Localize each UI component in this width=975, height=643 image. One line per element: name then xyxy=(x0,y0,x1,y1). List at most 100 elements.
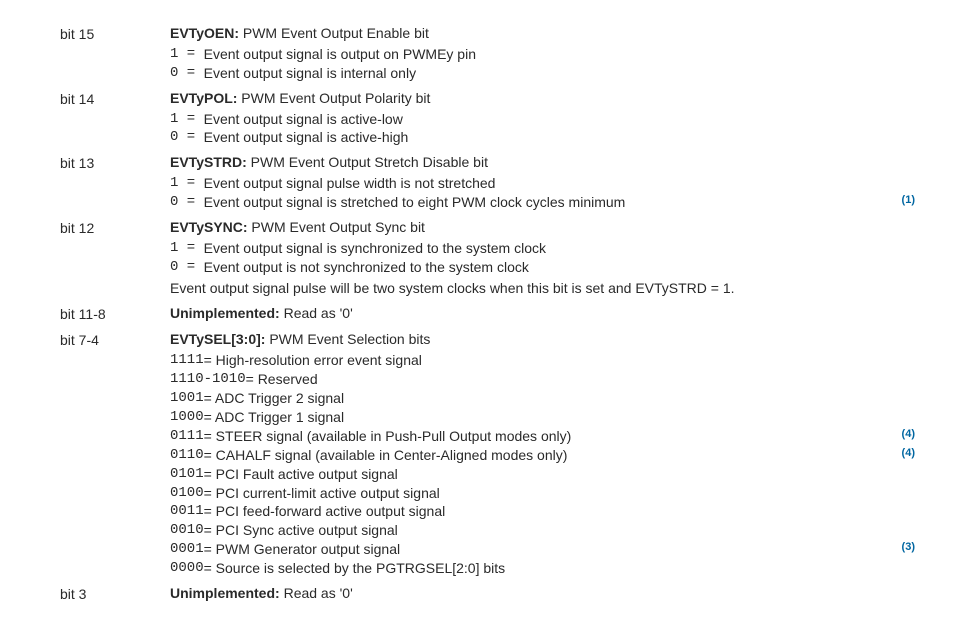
bit-line-lead: 0100 xyxy=(170,484,204,503)
bit-label: bit 3 xyxy=(60,584,170,604)
bit-line: 1111 = High-resolution error event signa… xyxy=(170,351,915,370)
bit-label: bit 12 xyxy=(60,218,170,238)
bit-line: 0 = Event output is not synchronized to … xyxy=(170,258,915,277)
bit-name: EVTySTRD: xyxy=(170,154,247,170)
bit-heading: EVTySEL[3:0]: PWM Event Selection bits xyxy=(170,330,915,349)
bit-row: bit 11-8Unimplemented: Read as '0' xyxy=(60,304,915,325)
bit-heading: Unimplemented: Read as '0' xyxy=(170,304,915,323)
bit-line-lead: 0 = xyxy=(170,128,204,147)
bit-lines: 1 = Event output signal is output on PWM… xyxy=(170,45,915,83)
bit-line-text: Event output signal is internal only xyxy=(204,64,915,83)
footnote-ref: (1) xyxy=(902,193,915,212)
bit-line-text: = PCI Fault active output signal xyxy=(204,465,915,484)
bit-line-lead: 0 = xyxy=(170,258,204,277)
bit-line-text: = ADC Trigger 1 signal xyxy=(204,408,915,427)
bit-content: Unimplemented: Read as '0' xyxy=(170,304,915,325)
bit-line-lead: 1 = xyxy=(170,110,204,129)
bit-line-text: = High-resolution error event signal xyxy=(204,351,915,370)
footnote-ref: (3) xyxy=(902,540,915,559)
bit-line-text: = PCI Sync active output signal xyxy=(204,521,915,540)
bit-line-text: Event output is not synchronized to the … xyxy=(204,258,915,277)
bit-line: 1000 = ADC Trigger 1 signal xyxy=(170,408,915,427)
bit-row: bit 7-4EVTySEL[3:0]: PWM Event Selection… xyxy=(60,330,915,578)
bit-heading: Unimplemented: Read as '0' xyxy=(170,584,915,603)
footnote-ref: (4) xyxy=(902,427,915,446)
bit-line: 1 = Event output signal pulse width is n… xyxy=(170,174,915,193)
bit-line: 0 = Event output signal is stretched to … xyxy=(170,193,915,212)
bit-title: Read as '0' xyxy=(280,585,353,601)
bit-heading: EVTySYNC: PWM Event Output Sync bit xyxy=(170,218,915,237)
bit-title: Read as '0' xyxy=(280,305,353,321)
bit-title: PWM Event Output Sync bit xyxy=(248,219,425,235)
bit-row: bit 15EVTyOEN: PWM Event Output Enable b… xyxy=(60,24,915,83)
bit-label: bit 11-8 xyxy=(60,304,170,324)
bit-line: 0111 = STEER signal (available in Push-P… xyxy=(170,427,915,446)
bit-line-lead: 0110 xyxy=(170,446,204,465)
bit-line-lead: 1 = xyxy=(170,174,204,193)
bit-content: EVTySYNC: PWM Event Output Sync bit 1 = E… xyxy=(170,218,915,298)
bit-content: EVTyOEN: PWM Event Output Enable bit 1 = … xyxy=(170,24,915,83)
bit-line-text: = PCI feed-forward active output signal xyxy=(204,502,915,521)
bit-row: bit 12EVTySYNC: PWM Event Output Sync bi… xyxy=(60,218,915,298)
bit-line-text: = STEER signal (available in Push-Pull O… xyxy=(204,427,902,446)
bit-line-lead: 1 = xyxy=(170,239,204,258)
bit-lines: 1 = Event output signal pulse width is n… xyxy=(170,174,915,212)
bit-line-lead: 1110-1010 xyxy=(170,370,246,389)
bit-row: bit 13EVTySTRD: PWM Event Output Stretch… xyxy=(60,153,915,212)
bit-line-lead: 1111 xyxy=(170,351,204,370)
bit-line-text: = Source is selected by the PGTRGSEL[2:0… xyxy=(204,559,915,578)
bit-content: EVTySTRD: PWM Event Output Stretch Disab… xyxy=(170,153,915,212)
bit-title: PWM Event Selection bits xyxy=(265,331,430,347)
bit-line: 0101 = PCI Fault active output signal xyxy=(170,465,915,484)
bit-lines: 1111 = High-resolution error event signa… xyxy=(170,351,915,578)
bit-line: 0000 = Source is selected by the PGTRGSE… xyxy=(170,559,915,578)
bit-name: Unimplemented: xyxy=(170,585,280,601)
bit-name: EVTySEL[3:0]: xyxy=(170,331,265,347)
bit-line-text: Event output signal pulse width is not s… xyxy=(204,174,915,193)
bit-line-lead: 0101 xyxy=(170,465,204,484)
bit-content: EVTySEL[3:0]: PWM Event Selection bits 11… xyxy=(170,330,915,578)
bit-note: Event output signal pulse will be two sy… xyxy=(170,279,915,298)
bit-name: EVTyOEN: xyxy=(170,25,239,41)
bit-line: 1110-1010 = Reserved xyxy=(170,370,915,389)
bit-lines: 1 = Event output signal is synchronized … xyxy=(170,239,915,277)
bit-row: bit 3Unimplemented: Read as '0' xyxy=(60,584,915,605)
bit-line-text: = PCI current-limit active output signal xyxy=(204,484,915,503)
bit-name: EVTySYNC: xyxy=(170,219,248,235)
bit-label: bit 7-4 xyxy=(60,330,170,350)
bit-line-text: Event output signal is output on PWMEy p… xyxy=(204,45,915,64)
bit-title: PWM Event Output Enable bit xyxy=(239,25,429,41)
bit-line-lead: 0 = xyxy=(170,64,204,83)
bit-label: bit 13 xyxy=(60,153,170,173)
bit-line-lead: 0000 xyxy=(170,559,204,578)
bit-line: 0110 = CAHALF signal (available in Cente… xyxy=(170,446,915,465)
bit-line-text: Event output signal is synchronized to t… xyxy=(204,239,915,258)
bit-heading: EVTyOEN: PWM Event Output Enable bit xyxy=(170,24,915,43)
bit-line: 1 = Event output signal is synchronized … xyxy=(170,239,915,258)
bit-line-lead: 0011 xyxy=(170,502,204,521)
bit-name: EVTyPOL: xyxy=(170,90,237,106)
bit-lines: 1 = Event output signal is active-low0 =… xyxy=(170,110,915,148)
bit-line-lead: 1 = xyxy=(170,45,204,64)
bit-line-text: = CAHALF signal (available in Center-Ali… xyxy=(204,446,902,465)
bit-heading: EVTySTRD: PWM Event Output Stretch Disab… xyxy=(170,153,915,172)
bit-line: 1 = Event output signal is output on PWM… xyxy=(170,45,915,64)
bit-line-text: = Reserved xyxy=(246,370,915,389)
bit-heading: EVTyPOL: PWM Event Output Polarity bit xyxy=(170,89,915,108)
bit-label: bit 14 xyxy=(60,89,170,109)
bit-line: 0 = Event output signal is internal only xyxy=(170,64,915,83)
bit-line-text: Event output signal is active-low xyxy=(204,110,915,129)
bit-line-text: = ADC Trigger 2 signal xyxy=(204,389,915,408)
bit-line: 0011 = PCI feed-forward active output si… xyxy=(170,502,915,521)
bit-line-lead: 0 = xyxy=(170,193,204,212)
bit-line-lead: 0111 xyxy=(170,427,204,446)
bit-label: bit 15 xyxy=(60,24,170,44)
bit-line: 0100 = PCI current-limit active output s… xyxy=(170,484,915,503)
bit-line: 1001 = ADC Trigger 2 signal xyxy=(170,389,915,408)
bit-title: PWM Event Output Polarity bit xyxy=(237,90,430,106)
bit-line: 0 = Event output signal is active-high xyxy=(170,128,915,147)
bit-line-lead: 0001 xyxy=(170,540,204,559)
bit-line: 0001 = PWM Generator output signal(3) xyxy=(170,540,915,559)
bit-line-lead: 0010 xyxy=(170,521,204,540)
bit-title: PWM Event Output Stretch Disable bit xyxy=(247,154,488,170)
